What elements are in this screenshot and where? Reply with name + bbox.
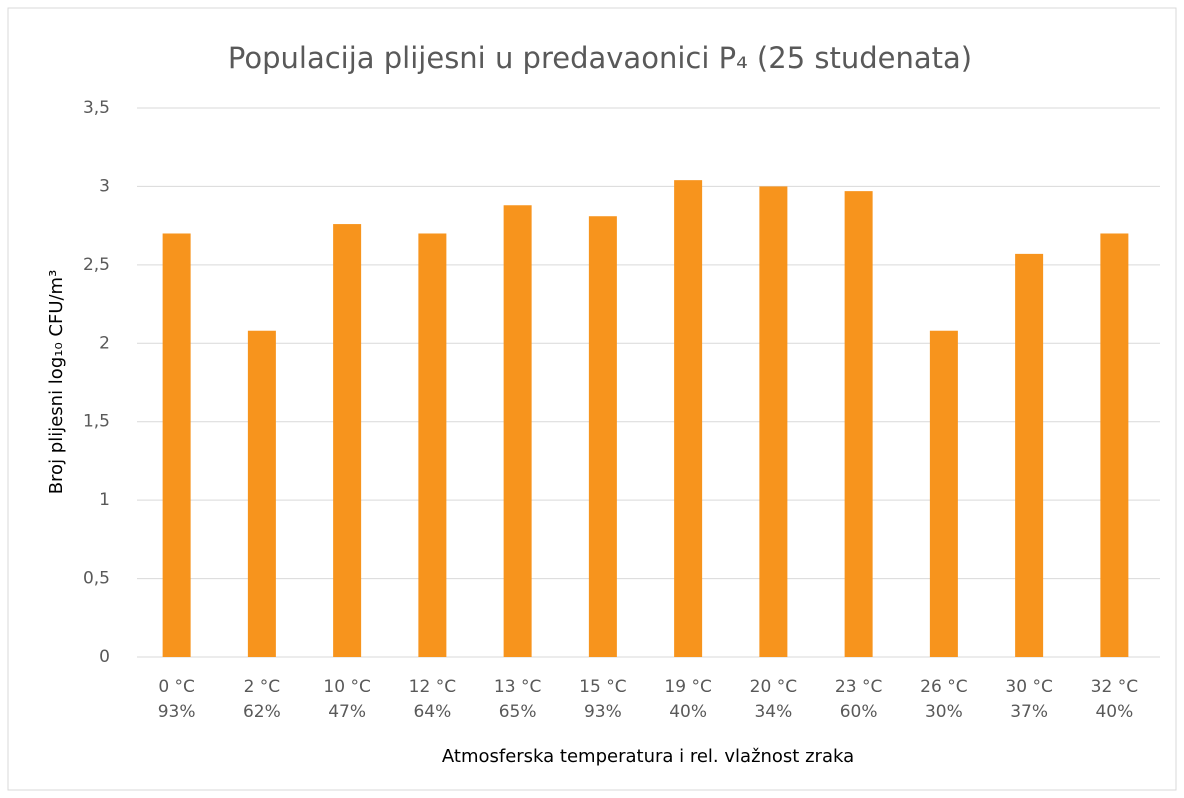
x-tick-label: 34%: [754, 702, 792, 722]
x-tick-label: 2 °C: [244, 677, 281, 697]
bar: [503, 205, 532, 657]
x-tick-label: 19 °C: [664, 677, 711, 697]
x-tick-label: 62%: [243, 702, 281, 722]
y-tick-label: 2: [99, 333, 110, 353]
bar: [162, 233, 191, 657]
x-tick-label: 40%: [1095, 702, 1133, 722]
x-axis-label: Atmosferska temperatura i rel. vlažnost …: [442, 746, 854, 767]
y-tick-label: 0: [99, 647, 110, 667]
chart-title: Populacija plijesni u predavaonici P₄ (2…: [228, 41, 972, 75]
y-tick-label: 3: [99, 176, 110, 196]
x-tick-label: 30 °C: [1005, 677, 1052, 697]
x-tick-label: 60%: [840, 702, 878, 722]
x-tick-label: 64%: [413, 702, 451, 722]
bar: [418, 233, 447, 657]
x-tick-label: 15 °C: [579, 677, 626, 697]
y-tick-label: 1: [99, 490, 110, 510]
y-tick-label: 2,5: [83, 255, 110, 275]
y-axis-label: Broj plijesni log₁₀ CFU/m³: [46, 270, 67, 495]
bar: [674, 180, 703, 657]
x-tick-label: 12 °C: [409, 677, 456, 697]
bar: [759, 186, 788, 657]
x-tick-label: 93%: [584, 702, 622, 722]
x-tick-label: 47%: [328, 702, 366, 722]
bar: [333, 224, 362, 657]
x-tick-label: 13 °C: [494, 677, 541, 697]
x-tick-label: 10 °C: [323, 677, 370, 697]
y-tick-label: 0,5: [83, 569, 110, 589]
bar: [844, 191, 873, 658]
bar: [247, 330, 276, 657]
x-tick-label: 40%: [669, 702, 707, 722]
bar: [1100, 233, 1129, 657]
x-tick-label: 30%: [925, 702, 963, 722]
bar: [588, 216, 617, 657]
x-tick-label: 0 °C: [158, 677, 195, 697]
y-tick-label: 3,5: [83, 98, 110, 118]
x-tick-label: 20 °C: [750, 677, 797, 697]
x-tick-label: 65%: [499, 702, 537, 722]
bar: [1015, 253, 1044, 657]
x-tick-label: 26 °C: [920, 677, 967, 697]
x-tick-label: 32 °C: [1091, 677, 1138, 697]
bar: [929, 330, 958, 657]
x-tick-label: 23 °C: [835, 677, 882, 697]
y-tick-label: 1,5: [83, 412, 110, 432]
x-tick-label: 37%: [1010, 702, 1048, 722]
x-tick-label: 93%: [158, 702, 196, 722]
